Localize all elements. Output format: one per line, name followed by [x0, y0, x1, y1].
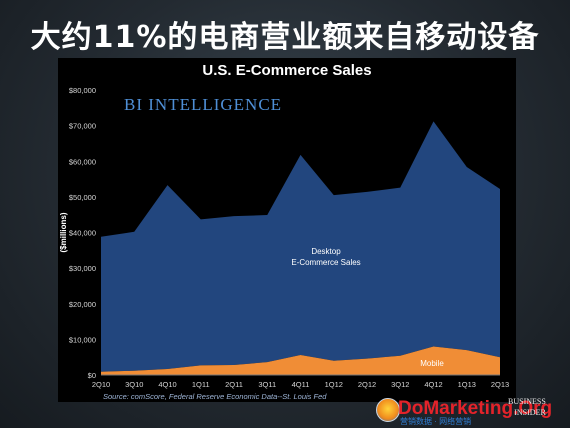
y-tick-label: $70,000	[69, 122, 96, 131]
logo-text: DoMarketing.Org	[398, 398, 553, 419]
x-tick-label: 2Q11	[225, 380, 243, 389]
logo-subtext: 营销数据 · 网络营销	[400, 417, 472, 426]
area-chart: $0 $10,000 $20,000 $30,000 $40,000 $50,000 $60…	[59, 86, 509, 401]
bi-intelligence-brand: BI INTELLIGENCE	[124, 95, 283, 114]
x-tick-label: 3Q11	[258, 380, 276, 389]
y-tick-label: $50,000	[69, 193, 96, 202]
y-tick-label: $0	[88, 371, 96, 380]
x-tick-label: 3Q12	[391, 380, 409, 389]
mobile-area	[101, 346, 500, 375]
x-tick-label: 3Q10	[125, 380, 143, 389]
globe-logo-icon	[376, 398, 400, 422]
x-tick-label: 2Q12	[358, 380, 376, 389]
chart-panel: U.S. E-Commerce Sales BI INTELLIGENCE $0…	[58, 58, 516, 402]
x-tick-label: 2Q10	[92, 380, 110, 389]
x-tick-label: 1Q11	[192, 380, 210, 389]
x-tick-label: 4Q11	[292, 380, 310, 389]
x-tick-label: 4Q12	[424, 380, 442, 389]
y-tick-label: $40,000	[69, 229, 96, 238]
x-tick-label: 2Q13	[491, 380, 509, 389]
y-tick-label: $80,000	[69, 86, 96, 95]
domarketing-logo: DoMarketing.Org 营销数据 · 网络营销	[340, 398, 560, 426]
x-tick-label: 1Q12	[325, 380, 343, 389]
desktop-series-label: Desktop	[311, 247, 341, 256]
desktop-area	[101, 121, 500, 372]
source-note: Source: comScore, Federal Reserve Econom…	[103, 392, 327, 401]
x-tick-label: 1Q13	[458, 380, 476, 389]
business-insider-mark: BUSINESS INSIDER	[508, 396, 546, 418]
y-tick-label: $30,000	[69, 264, 96, 273]
chart-title: U.S. E-Commerce Sales	[202, 62, 372, 79]
desktop-series-label: E-Commerce Sales	[291, 258, 360, 267]
bi-mark-line1: BUSINESS	[508, 397, 546, 406]
mobile-series-label: Mobile	[420, 359, 444, 368]
y-tick-label: $10,000	[69, 335, 96, 344]
y-axis-label: ($millions)	[59, 212, 68, 252]
slide-title: 大约11%的电商营业额来自移动设备	[30, 20, 540, 55]
y-tick-label: $60,000	[69, 157, 96, 166]
bi-mark-line2: INSIDER	[514, 408, 546, 417]
x-tick-label: 4Q10	[158, 380, 176, 389]
y-tick-label: $20,000	[69, 300, 96, 309]
